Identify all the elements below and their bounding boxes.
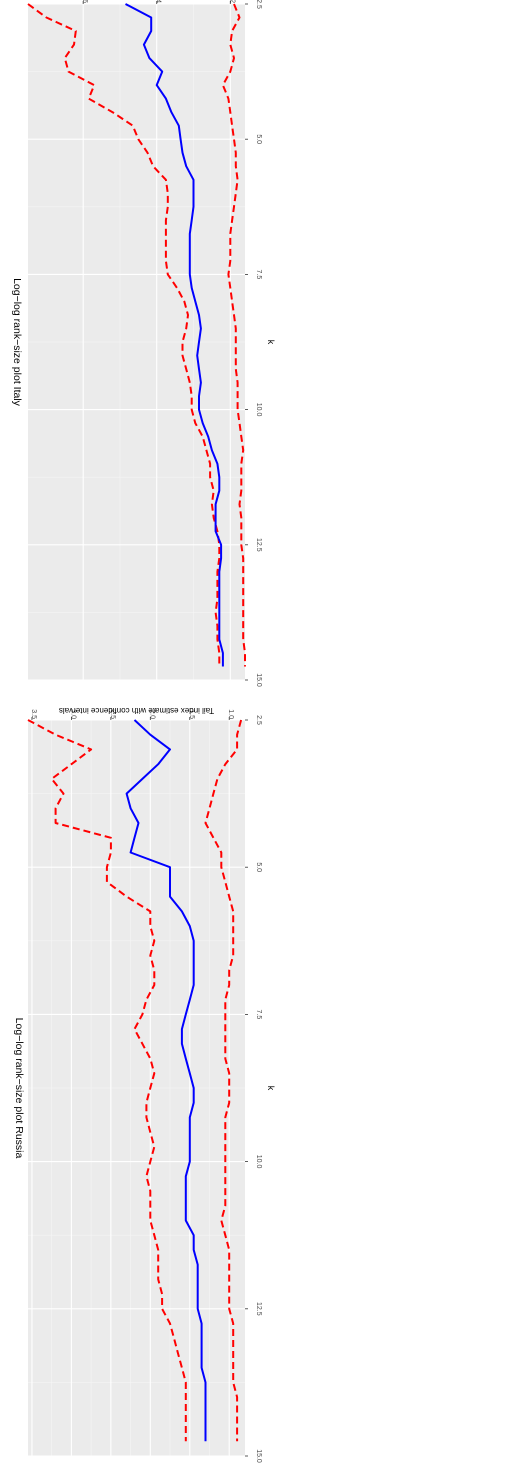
lower-ci-line xyxy=(204,719,243,1442)
y-tick-label: 2.0 xyxy=(148,709,155,719)
y-tick-label: 3.0 xyxy=(69,709,76,719)
y-tick-label: 2.5 xyxy=(109,709,116,719)
upper-ci-line xyxy=(27,719,187,1442)
x-tick-label: 5.0 xyxy=(255,862,262,872)
lower-ci-line xyxy=(221,3,246,667)
y-tick-label: 3.5 xyxy=(30,709,37,719)
x-axis-label: k xyxy=(266,340,276,345)
upper-ci-line xyxy=(27,3,221,667)
chart-title: Log−log rank−size plot Russia xyxy=(13,1018,25,1159)
chart-italy: 2.5 5.0 7.5 10.0 12.5 15.0 2 4 6 Log−log rank−siz… xyxy=(11,0,276,687)
x-tick-label: 7.5 xyxy=(255,1010,262,1020)
y-tick-label: 1.5 xyxy=(188,709,195,719)
x-tick-label: 15.0 xyxy=(255,673,262,687)
y-tick-label: 6 xyxy=(81,0,88,3)
x-tick-label: 5.0 xyxy=(255,134,262,144)
y-tick-label: 1.0 xyxy=(227,709,234,719)
chart-russia: 2.5 5.0 7.5 10.0 12.5 15.0 1.0 1.5 2.0 2.5 3.0 3.5 L… xyxy=(13,706,276,1463)
chart-title: Log−log rank−size plot Italy xyxy=(11,278,23,407)
x-axis-label: k xyxy=(266,1086,276,1091)
x-tick-label: 12.5 xyxy=(255,538,262,552)
x-tick-label: 2.5 xyxy=(255,0,262,9)
x-tick-label: 10.0 xyxy=(255,1155,262,1169)
estimate-line xyxy=(125,3,224,667)
y-tick-label: 2 xyxy=(228,0,235,3)
y-tick-label: 4 xyxy=(155,0,162,3)
x-tick-label: 12.5 xyxy=(255,1302,262,1316)
x-tick-label: 15.0 xyxy=(255,1449,262,1463)
x-tick-label: 2.5 xyxy=(255,715,262,725)
x-tick-label: 10.0 xyxy=(255,403,262,417)
y-axis-label: Tail index estimate with confidence inte… xyxy=(59,706,214,715)
x-tick-label: 7.5 xyxy=(255,270,262,280)
estimate-line xyxy=(125,719,207,1442)
